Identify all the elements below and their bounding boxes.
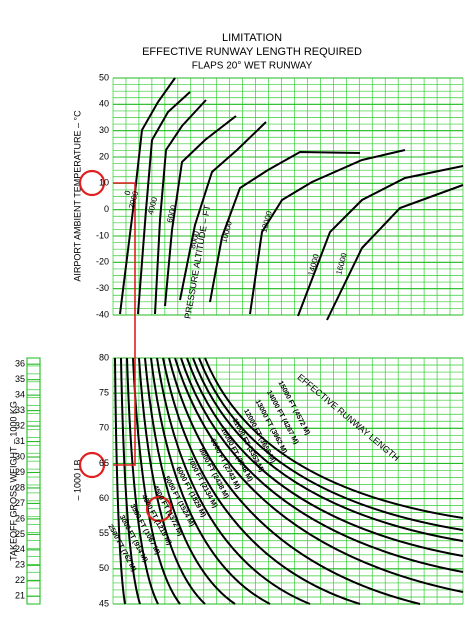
kg-tick-label: 21: [15, 591, 25, 601]
kg-tick-label: 25: [15, 529, 25, 539]
y-tick-label: -10: [96, 230, 109, 240]
y-tick-label: 30: [99, 125, 109, 135]
altitude-curve: [137, 91, 191, 315]
runway-curve: [126, 357, 159, 605]
runway-curve: [156, 357, 311, 605]
y-tick-label: 10: [99, 178, 109, 188]
runway-curve: [114, 357, 126, 605]
altitude-curve: [326, 184, 464, 321]
altitude-curve: [209, 150, 361, 303]
y-tick-label: 0: [104, 204, 109, 214]
kg-tick-label: 29: [15, 467, 25, 477]
altitude-curve: [154, 99, 207, 315]
runway-curve: [192, 357, 464, 542]
runway-curve: [204, 357, 464, 519]
y-tick-label: 50: [99, 563, 109, 573]
runway-curve: [162, 357, 361, 605]
kg-tick-label: 36: [15, 359, 25, 369]
runway-curve: [186, 357, 464, 557]
curve-label: 0: [123, 189, 133, 196]
condition: FLAPS 20° WET RUNWAY: [192, 61, 313, 72]
curve-label: 4000: [146, 196, 159, 216]
runway-curve: [198, 357, 464, 531]
altitude-curve: [297, 165, 464, 317]
y-tick-label: 55: [99, 528, 109, 538]
y-tick-label: 45: [99, 598, 109, 608]
runway-curve: [120, 357, 141, 605]
kg-tick-label: 33: [15, 405, 25, 415]
kg-tick-label: 34: [15, 390, 25, 400]
kg-tick-label: 30: [15, 451, 25, 461]
y-tick-label: 70: [99, 423, 109, 433]
altitude-curve: [119, 77, 176, 315]
subtitle: EFFECTIVE RUNWAY LENGTH REQUIRED: [142, 46, 362, 58]
y-tick-label: -40: [96, 309, 109, 319]
kg-tick-label: 23: [15, 560, 25, 570]
y-tick-label: 80: [99, 352, 109, 362]
altitude-curve: [249, 149, 406, 315]
altitude-curve: [164, 115, 237, 307]
curve-label: 16000: [334, 251, 349, 275]
altitude-curve: [179, 121, 267, 301]
y-axis-label: AIRPORT AMBIENT TEMPERATURE – °C: [72, 110, 82, 282]
kg-tick-label: 35: [15, 374, 25, 384]
runway-curve: [180, 357, 464, 573]
y-tick-label: 60: [99, 493, 109, 503]
title: LIMITATION: [222, 32, 282, 44]
kg-tick-label: 26: [15, 513, 25, 523]
y-tick-label: 65: [99, 458, 109, 468]
y-tick-label: 75: [99, 388, 109, 398]
kg-tick-label: 31: [15, 436, 25, 446]
kg-tick-label: 27: [15, 498, 25, 508]
runway-curve: [168, 357, 421, 605]
y-tick-label: 20: [99, 151, 109, 161]
curve-label: 12000: [259, 209, 274, 233]
kg-tick-label: 28: [15, 482, 25, 492]
kg-axis-label: TAKEOFF GROSS WEIGHT – 1000 KG: [8, 401, 18, 561]
kg-tick-label: 22: [15, 575, 25, 585]
annotation: [78, 169, 173, 523]
y-tick-label: -20: [96, 257, 109, 267]
runway-curve: [174, 357, 464, 593]
y-tick-label: 50: [99, 72, 109, 82]
y-tick-label: -30: [96, 283, 109, 293]
runway-curve: [138, 357, 206, 605]
runway-curve: [144, 357, 236, 605]
curve-label: 6000: [165, 204, 178, 224]
runway-curve: [150, 357, 271, 605]
kg-tick-label: 24: [15, 544, 25, 554]
curve-label: 14000: [306, 252, 321, 276]
y-tick-label: 40: [99, 99, 109, 109]
y-axis-label: – 1000 LB: [72, 459, 82, 500]
kg-tick-label: 32: [15, 420, 25, 430]
